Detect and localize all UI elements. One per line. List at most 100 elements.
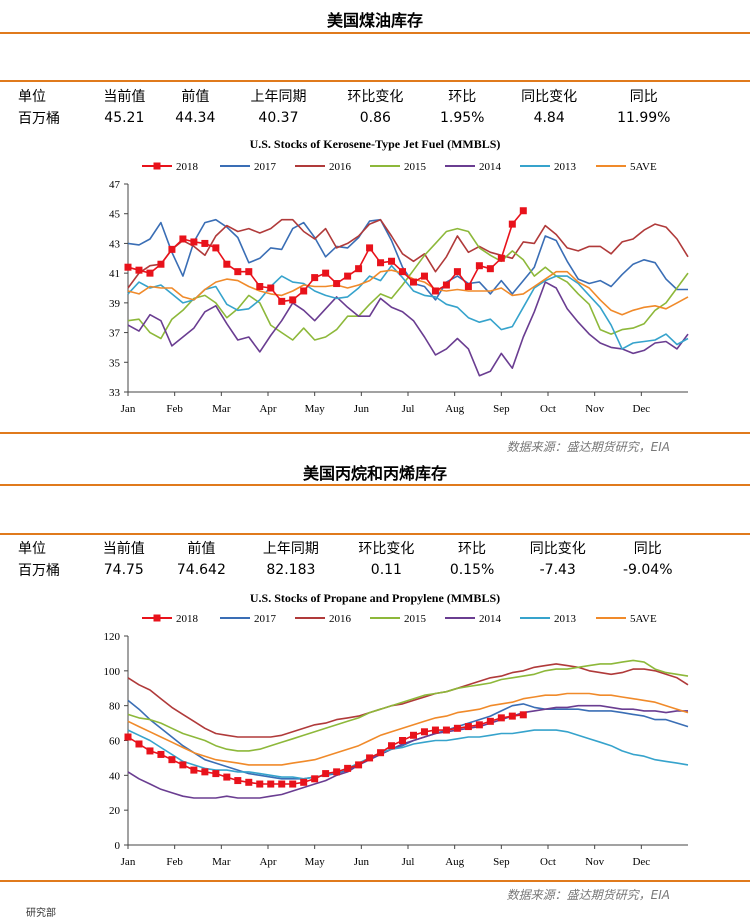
x-tick-label: Feb [166, 403, 183, 415]
x-tick-label: Oct [540, 403, 556, 415]
x-tick-label: Jul [402, 856, 415, 868]
stats-header-cell: 单位 [18, 541, 46, 557]
data-point-2018 [234, 268, 242, 276]
stats-value-cell: 11.99% [617, 110, 671, 126]
x-tick-label: Apr [259, 403, 276, 415]
legend-label: 2015 [404, 161, 427, 173]
x-tick-label: Oct [540, 856, 556, 868]
panel-2-table-rule [0, 533, 750, 535]
legend-item-2018: 2018 [142, 613, 199, 625]
legend-marker [153, 614, 161, 622]
data-point-2018 [234, 777, 242, 785]
x-tick-label: Dec [632, 856, 650, 868]
data-point-2018 [519, 711, 527, 719]
stats-header-cell: 前值 [187, 541, 216, 557]
legend-label: 2014 [479, 161, 502, 173]
propane-chart-svg: U.S. Stocks of Propane and Propylene (MM… [104, 591, 689, 868]
data-point-2018 [519, 207, 527, 215]
legend-label: 2013 [554, 161, 577, 173]
stats-header-cell: 单位 [18, 89, 46, 105]
data-point-2018 [333, 280, 341, 288]
data-point-2018 [267, 780, 275, 788]
x-tick-label: Aug [445, 403, 464, 415]
stats-header-cell: 环比 [448, 89, 477, 105]
data-point-2018 [475, 721, 483, 729]
data-point-2018 [442, 281, 450, 289]
stats-value-cell: -9.04% [622, 562, 673, 578]
data-point-2018 [278, 297, 286, 305]
stats-header-cell: 上年同期 [250, 89, 307, 105]
stats-value-cell: 82.183 [266, 562, 316, 578]
data-point-2018 [168, 245, 176, 253]
data-point-2018 [190, 238, 198, 246]
data-point-2018 [322, 269, 330, 277]
data-point-2018 [475, 262, 483, 270]
x-tick-label: Sep [493, 403, 510, 415]
data-point-2018 [168, 756, 176, 764]
panel-1-top-rule [0, 32, 750, 34]
y-tick-label: 45 [109, 209, 121, 221]
legend-item-5ave: 5AVE [596, 613, 657, 625]
propane-chart: U.S. Stocks of Propane and Propylene (MM… [0, 586, 750, 880]
data-point-2018 [409, 731, 417, 739]
x-tick-label: Jun [354, 856, 370, 868]
data-point-2018 [201, 239, 209, 247]
stats-header-row: 单位 当前值 前值 上年同期 环比变化 环比 同比变化 同比 [0, 85, 690, 107]
stats-value-cell: 0.11 [370, 562, 402, 578]
data-point-2018 [453, 724, 461, 732]
stats-value-cell: -7.43 [539, 562, 576, 578]
data-point-2018 [486, 265, 494, 273]
stats-header-cell: 环比变化 [347, 89, 404, 105]
legend-label: 2017 [254, 161, 277, 173]
data-point-2018 [300, 287, 308, 295]
data-point-2018 [179, 235, 187, 243]
data-point-2018 [442, 726, 450, 734]
legend-marker [153, 162, 161, 170]
legend-label: 2013 [554, 613, 577, 625]
y-tick-label: 20 [109, 805, 121, 817]
data-point-2018 [355, 265, 363, 273]
data-point-2018 [245, 268, 253, 276]
stats-value-cell: 0.15% [449, 562, 495, 578]
data-point-2018 [124, 263, 132, 271]
stats-value-cell: 1.95% [440, 110, 485, 126]
panel-2-heading: 美国丙烷和丙烯库存 [302, 464, 447, 483]
legend-item-2016: 2016 [295, 613, 352, 625]
panel-2-source-note: 数据来源：盛达期货研究，EIA [506, 888, 670, 902]
x-tick-label: Nov [585, 403, 604, 415]
data-point-2018 [245, 778, 253, 786]
y-tick-label: 39 [109, 298, 121, 310]
legend-label: 2018 [176, 161, 199, 173]
data-point-2018 [135, 740, 143, 748]
data-point-2018 [431, 726, 439, 734]
panel-1-heading: 美国煤油库存 [326, 11, 423, 30]
x-tick-label: Sep [493, 856, 510, 868]
legend-label: 5AVE [630, 613, 657, 625]
data-point-2018 [486, 717, 494, 725]
data-point-2018 [212, 244, 220, 252]
series-line-2017 [127, 699, 689, 780]
stats-header-cell: 环比变化 [358, 541, 415, 557]
legend-item-2018: 2018 [142, 161, 199, 173]
data-point-2018 [311, 274, 319, 282]
data-point-2018 [311, 775, 319, 783]
chart-title: U.S. Stocks of Kerosene-Type Jet Fuel (M… [250, 137, 501, 151]
legend-item-2014: 2014 [445, 613, 502, 625]
y-tick-label: 37 [109, 328, 121, 340]
legend-item-2015: 2015 [370, 161, 427, 173]
stats-value-cell: 4.84 [533, 110, 565, 126]
x-tick-label: Mar [212, 403, 231, 415]
stats-value-row: 百万桶 45.21 44.34 40.37 0.86 1.95% 4.84 11… [0, 107, 690, 129]
data-point-2018 [497, 714, 505, 722]
stats-header-cell: 前值 [181, 89, 210, 105]
stats-header-cell: 当前值 [103, 89, 146, 105]
legend-label: 2017 [254, 613, 277, 625]
stats-value-cell: 45.21 [104, 110, 145, 126]
data-point-2018 [388, 742, 396, 750]
data-point-2018 [146, 747, 154, 755]
data-point-2018 [508, 220, 516, 228]
stats-value-cell: 40.37 [258, 110, 299, 126]
stats-header-row: 单位 当前值 前值 上年同期 环比变化 环比 同比变化 同比 [0, 537, 690, 559]
data-point-2018 [388, 257, 396, 265]
series-line-2016 [127, 663, 689, 738]
